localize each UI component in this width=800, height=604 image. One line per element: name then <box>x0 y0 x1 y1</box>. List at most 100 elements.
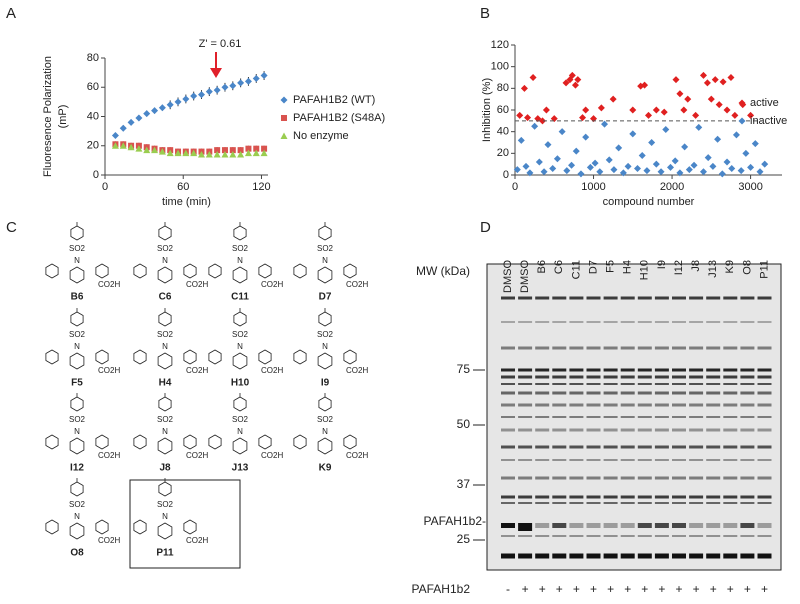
gel-band <box>501 523 515 528</box>
ring <box>318 396 332 412</box>
atom-label: CO2H <box>186 451 208 460</box>
gel-band <box>552 346 567 350</box>
ring <box>133 519 147 535</box>
gel-band <box>689 416 704 418</box>
gel-band <box>689 375 704 379</box>
ring <box>158 396 172 412</box>
gel-band <box>518 553 533 559</box>
marker <box>684 95 692 103</box>
compound-label: C11 <box>231 292 249 303</box>
treatment: + <box>607 582 614 596</box>
gel-band <box>501 346 515 350</box>
marker <box>591 159 599 167</box>
compound-label: P11 <box>156 548 174 559</box>
gel-band <box>603 321 618 323</box>
marker <box>709 162 717 170</box>
gel-band <box>757 502 772 504</box>
marker <box>522 162 530 170</box>
treatment: + <box>590 582 597 596</box>
ring <box>208 263 222 279</box>
legend-swatch <box>281 115 287 121</box>
gel-band <box>518 523 533 531</box>
gel-band <box>723 383 738 385</box>
gel-band <box>723 296 738 300</box>
gel-band <box>723 553 738 559</box>
lane-label: C6 <box>553 260 565 274</box>
gel-band <box>654 502 669 504</box>
marker <box>127 143 135 151</box>
gel-band <box>501 553 515 559</box>
gel-band <box>689 459 704 461</box>
marker <box>253 145 260 152</box>
gel-band <box>603 495 618 499</box>
atom-label: CO2H <box>261 280 283 289</box>
gel-band <box>672 476 686 480</box>
gel-band <box>706 383 721 385</box>
gel-band <box>501 502 515 504</box>
gel-band <box>637 523 652 528</box>
ring <box>70 311 84 327</box>
marker <box>524 114 532 122</box>
ring <box>318 225 332 241</box>
marker <box>574 76 582 84</box>
gel-band <box>689 495 704 499</box>
marker <box>562 79 570 87</box>
lane-label: C11 <box>570 260 582 279</box>
gel-band <box>535 375 550 379</box>
gel-band <box>740 296 755 300</box>
gel-band <box>637 428 652 432</box>
gel-band <box>586 523 601 528</box>
ring <box>133 263 147 279</box>
marker <box>237 79 245 87</box>
gel-band <box>637 321 652 323</box>
gel-band <box>706 321 721 323</box>
treatment: + <box>658 582 665 596</box>
ring <box>158 481 172 497</box>
gel-band <box>501 416 515 418</box>
compound-label: I9 <box>321 378 330 389</box>
marker <box>245 145 252 152</box>
gel-band <box>723 346 738 350</box>
ring <box>258 434 272 450</box>
ring <box>95 434 109 450</box>
gel-band <box>706 391 721 395</box>
marker <box>742 149 750 157</box>
gel-band <box>740 383 755 385</box>
gel-band <box>501 383 515 385</box>
gel-band <box>637 459 652 461</box>
compound-label: H10 <box>231 378 250 389</box>
gel-band <box>654 403 669 407</box>
gel-band <box>689 445 704 449</box>
gel-band <box>586 416 601 418</box>
gel-band <box>689 296 704 300</box>
gel-band <box>706 445 721 449</box>
marker <box>596 168 604 176</box>
y-tick-label: 20 <box>87 140 99 152</box>
marker <box>237 147 244 154</box>
gel-band <box>586 383 601 385</box>
atom-label: N <box>74 427 80 436</box>
lane-label: H4 <box>622 260 634 274</box>
marker <box>582 106 590 114</box>
gel-band <box>689 403 704 407</box>
compound-label: H4 <box>159 378 172 389</box>
gel-band <box>552 476 567 480</box>
y-tick-label: 60 <box>87 81 99 93</box>
gel-band <box>654 346 669 350</box>
gel-band <box>672 553 686 559</box>
lane-label: B6 <box>536 260 548 273</box>
marker <box>517 136 525 144</box>
marker <box>135 114 143 122</box>
atom-label: N <box>162 427 168 436</box>
marker <box>182 149 190 157</box>
marker <box>685 166 693 174</box>
gel-band <box>620 502 635 504</box>
ring <box>95 263 109 279</box>
lane-label: K9 <box>724 260 736 273</box>
lane-label: J13 <box>707 260 719 278</box>
gel-band <box>706 375 721 379</box>
gel-band <box>654 368 669 372</box>
gel-band <box>620 391 635 395</box>
atom-label: CO2H <box>346 366 368 375</box>
marker <box>158 104 166 112</box>
